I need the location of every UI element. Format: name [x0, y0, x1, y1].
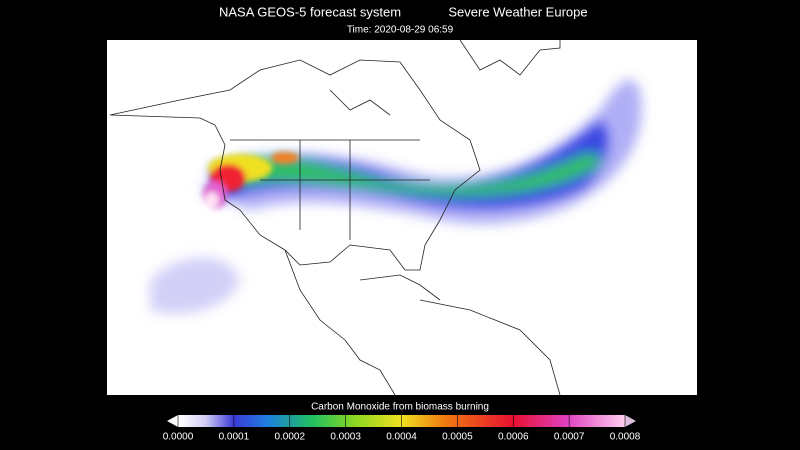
colorbar-arrow-high — [625, 415, 636, 427]
fire-source — [203, 152, 299, 209]
colorbar-tick-label: 0.0006 — [498, 432, 529, 443]
colorbar-tick-label: 0.0008 — [610, 432, 641, 443]
coastlines — [109, 39, 561, 396]
title: NASA GEOS-5 forecast system — [219, 4, 401, 19]
header: NASA GEOS-5 forecast system Severe Weath… — [219, 4, 588, 35]
colorbar-tick-label: 0.0002 — [274, 432, 305, 443]
colorbar-tick-label: 0.0000 — [163, 432, 194, 443]
colorbar-tick-label: 0.0007 — [554, 432, 585, 443]
source: Severe Weather Europe — [448, 4, 587, 19]
map-background — [107, 40, 697, 395]
colorbar: Carbon Monoxide from biomass burning 0.0… — [163, 402, 641, 443]
smoke-plume — [150, 79, 642, 314]
colorbar-label: Carbon Monoxide from biomass burning — [311, 402, 489, 413]
colorbar-tick-label: 0.0001 — [219, 432, 250, 443]
colorbar-tick-label: 0.0004 — [386, 432, 417, 443]
timestamp: Time: 2020-08-29 06:59 — [347, 25, 454, 36]
map — [107, 39, 697, 396]
colorbar-arrow-low — [167, 415, 178, 427]
colorbar-tick-label: 0.0005 — [442, 432, 473, 443]
colorbar-tick-label: 0.0003 — [330, 432, 361, 443]
